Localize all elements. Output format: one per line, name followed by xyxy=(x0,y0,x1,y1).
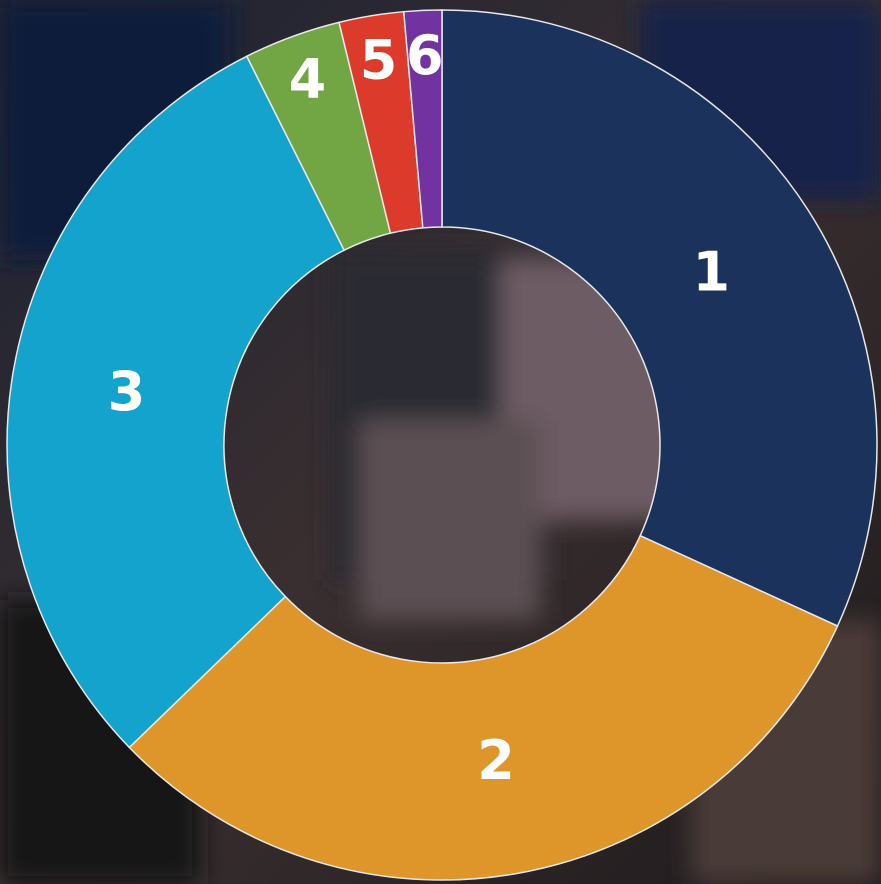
segment-label: 1 xyxy=(692,241,730,304)
segment-label: 2 xyxy=(477,729,515,792)
page: 123456 (() => { const data = JSON.parse(… xyxy=(0,0,881,884)
segment-label: 6 xyxy=(406,24,444,87)
chart: 1 2 3 456 xyxy=(0,0,881,884)
segment-label: 3 xyxy=(108,360,146,423)
segment-label: 5 xyxy=(360,29,398,92)
segment-label: 4 xyxy=(289,47,327,110)
